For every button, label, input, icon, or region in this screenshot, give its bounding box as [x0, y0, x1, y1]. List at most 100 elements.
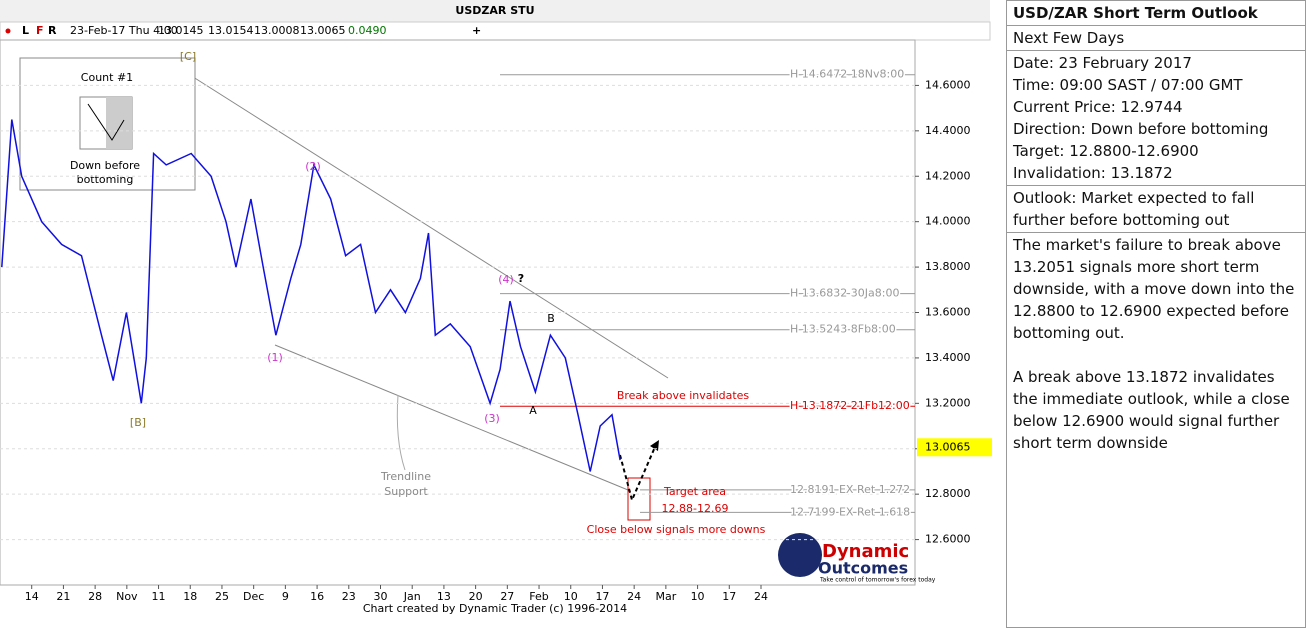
target-box [627, 477, 651, 521]
y-tick-label: 14.0000 [925, 215, 971, 228]
annotation: Close below signals more downs [587, 523, 766, 536]
detail-line: Time: 09:00 SAST / 07:00 GMT [1013, 76, 1243, 94]
count-title: Count #1 [81, 71, 133, 84]
x-tick-label: 9 [282, 590, 289, 603]
y-tick-label: 14.6000 [925, 78, 971, 91]
channel-line [274, 344, 629, 491]
x-tick-label: Nov [116, 590, 138, 603]
level-label: H 13.5243 8Fb8:00 [790, 323, 896, 336]
y-tick-label: 12.6000 [925, 533, 971, 546]
annotation: 12.88-12.69 [662, 502, 729, 515]
toolbar-item: 23-Feb-17 Thu 4:00 [70, 24, 178, 37]
x-tick-label: 16 [310, 590, 324, 603]
x-tick-label: 25 [215, 590, 229, 603]
logo-text: Outcomes [818, 559, 908, 578]
logo: Dynamic Outcomes Take control of tomorro… [778, 533, 936, 584]
annotation: (3) [484, 412, 500, 425]
x-tick-label: 28 [88, 590, 102, 603]
y-tick-label: 13.8000 [925, 260, 971, 273]
logo-globe [778, 533, 822, 577]
annotation: (1) [267, 351, 283, 364]
x-tick-label: 24 [754, 590, 768, 603]
logo-text: Dynamic [822, 541, 909, 562]
toolbar-item: 13.0008 [254, 24, 300, 37]
count-icon-shade [106, 97, 132, 149]
x-tick-label: 24 [627, 590, 641, 603]
annotation: [C] [180, 50, 196, 63]
annotation: (4) [498, 273, 514, 286]
level-label: 12.8191 EX Ret 1.272 [790, 483, 910, 496]
outlook-panel: USD/ZAR Short Term Outlook Next Few Days… [1006, 0, 1306, 628]
x-tick-label: 14 [25, 590, 39, 603]
chart-title: USDZAR STU [455, 4, 534, 17]
annotation: Target area [663, 485, 726, 498]
annotation: A [529, 404, 537, 417]
toolbar-plus: + [472, 24, 481, 37]
count-caption: bottoming [77, 173, 134, 186]
detail-line: Invalidation: 13.1872 [1013, 164, 1173, 182]
level-label: 12.7199 EX Ret 1.618 [790, 505, 910, 518]
annotation: Trendline [380, 470, 431, 483]
toolbar-item: 13.0145 [158, 24, 204, 37]
chart: USDZAR STU Count #1 Down before bottomin… [0, 0, 992, 615]
x-tick-label: 21 [56, 590, 70, 603]
x-tick-label: 10 [564, 590, 578, 603]
footer: Chart created by Dynamic Trader (c) 1996… [363, 602, 627, 615]
x-tick-label: 27 [500, 590, 514, 603]
y-tick-label: 14.2000 [925, 169, 971, 182]
summary: Outlook: Market expected to fall further… [1007, 185, 1305, 232]
count-caption: Down before [70, 159, 140, 172]
y-tick-label: 12.8000 [925, 487, 971, 500]
y-tick-label: 13.4000 [925, 351, 971, 364]
toolbar-item: L [22, 24, 29, 37]
x-tick-label: Dec [243, 590, 264, 603]
x-tick-label: 13 [437, 590, 451, 603]
toolbar-item: 13.0065 [300, 24, 346, 37]
x-tick-label: 10 [691, 590, 705, 603]
level-label: H 13.1872 21Fb12:00 [790, 399, 910, 412]
x-tick-label: 30 [373, 590, 387, 603]
title-bar [0, 0, 990, 22]
x-tick-label: 20 [469, 590, 483, 603]
level-label: H 13.6832 30Ja8:00 [790, 287, 899, 300]
x-tick-label: Jan [403, 590, 421, 603]
x-tick-label: Mar [655, 590, 676, 603]
annotation: ? [518, 272, 524, 285]
price-line [1, 119, 621, 472]
detail-line: Target: 12.8800-12.6900 [1013, 142, 1199, 160]
toolbar-item: R [48, 24, 57, 37]
y-tick-label: 13.6000 [925, 306, 971, 319]
detail-line: Date: 23 February 2017 [1013, 54, 1192, 72]
channel-line [189, 74, 669, 379]
detail-line: Current Price: 12.9744 [1013, 98, 1183, 116]
projection-arrow [619, 446, 656, 504]
outlook-title: USD/ZAR Short Term Outlook [1013, 4, 1258, 22]
level-label: H 14.6472 18Nv8:00 [790, 68, 904, 81]
annotation: Support [384, 485, 428, 498]
y-tick-label: 13.2000 [925, 396, 971, 409]
x-tick-label: 17 [595, 590, 609, 603]
annotation: B [547, 312, 555, 325]
toolbar-item: F [36, 24, 44, 37]
x-tick-label: 17 [722, 590, 736, 603]
annotation: Break above invalidates [617, 389, 750, 402]
annotation: [B] [130, 416, 146, 429]
paragraphs: The market's failure to break above 13.2… [1007, 232, 1305, 477]
details: Date: 23 February 2017 Time: 09:00 SAST /… [1007, 50, 1305, 185]
status-dot [5, 28, 11, 34]
x-tick-label: 18 [183, 590, 197, 603]
count-icon-path [87, 103, 125, 141]
detail-line: Direction: Down before bottoming [1013, 120, 1269, 138]
annotation: (2) [305, 160, 321, 173]
logo-tagline: Take control of tomorrow's forex today [819, 577, 936, 584]
x-tick-label: Feb [529, 590, 548, 603]
current-price-label: 13.0065 [925, 440, 971, 453]
current-price-box [917, 438, 992, 457]
toolbar-item: 13.0154 [208, 24, 254, 37]
count-box: Count #1 Down before bottoming [19, 57, 196, 191]
outlook-subtitle: Next Few Days [1007, 25, 1305, 50]
paragraph: The market's failure to break above 13.2… [1013, 236, 1295, 342]
x-tick-label: 11 [152, 590, 166, 603]
y-tick-label: 14.4000 [925, 124, 971, 137]
